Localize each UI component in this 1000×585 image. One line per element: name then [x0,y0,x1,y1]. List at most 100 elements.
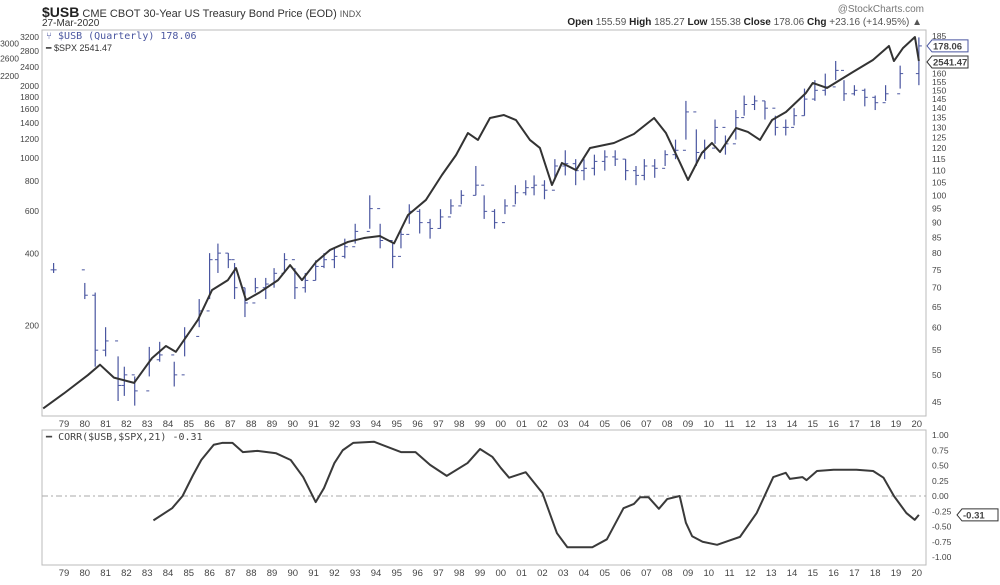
open-label: Open [567,17,593,28]
right-axis-tick: 80 [932,248,942,258]
x-tick-label: 01 [516,419,527,430]
x-tick-label: 05 [600,419,611,430]
corr-last-label-box [956,508,999,522]
x-tick-label: 97 [433,568,444,579]
line-icon: ━ [46,432,53,443]
right-axis-tick: 155 [932,77,946,87]
x-tick-label: 06 [620,568,631,579]
right-axis-tick: 135 [932,113,946,123]
x-tick-label: 87 [225,419,236,430]
copyright: @StockCharts.com [837,4,924,15]
right-axis-tick: 110 [932,166,946,176]
x-tick-label: 07 [641,568,652,579]
x-tick-label: 03 [558,419,569,430]
corr-last-label: -0.31 [963,510,985,521]
corr-axis-tick: -0.75 [932,537,952,547]
x-tick-label: 90 [288,568,299,579]
high-value: 185.27 [654,17,685,28]
x-tick-label: 07 [641,419,652,430]
left-axis-tick: 2800 [20,46,39,56]
x-tick-label: 10 [704,568,715,579]
corr-line [152,440,920,549]
chg-label: Chg [807,17,827,28]
x-tick-label: 16 [828,419,839,430]
spx-line [42,36,920,410]
x-tick-label: 82 [121,568,132,579]
exchange: INDX [339,9,362,19]
x-tick-label: 13 [766,568,777,579]
x-tick-label: 06 [620,419,631,430]
left-axis-tick: 2200 [0,71,19,81]
x-tick-label: 90 [288,419,299,430]
right-axis-tick: 105 [932,178,946,188]
x-tick-label: 11 [725,419,735,430]
legend-usb: ⑂ $USB (Quarterly) 178.06 [46,31,197,42]
x-tick-label: 93 [350,568,361,579]
x-tick-label: 15 [808,419,819,430]
x-tick-label: 18 [870,419,881,430]
right-axis-tick: 130 [932,122,946,132]
left-axis-tick: 2400 [20,62,39,72]
x-tick-label: 98 [454,568,465,579]
chg-value: +23.16 (+14.95%) [829,17,910,28]
x-tick-label: 88 [246,568,257,579]
x-tick-label: 99 [475,419,486,430]
x-tick-label: 84 [163,568,174,579]
x-tick-label: 86 [204,568,215,579]
left-axis-tick: 200 [25,320,39,330]
x-tick-label: 97 [433,419,444,430]
corr-axis-tick: 0.75 [932,445,949,455]
right-axis-tick: 85 [932,232,942,242]
x-tick-label: 79 [59,568,70,579]
x-tick-label: 17 [849,419,860,430]
x-tick-label: 19 [891,419,902,430]
x-tick-label: 12 [745,419,756,430]
ohlc-readout: Open 155.59 High 185.27 Low 155.38 Close… [567,17,922,28]
low-value: 155.38 [710,17,741,28]
right-axis-tick: 120 [932,143,946,153]
x-tick-label: 12 [745,568,756,579]
x-tick-label: 92 [329,419,340,430]
x-tick-label: 92 [329,568,340,579]
x-tick-label: 80 [80,568,91,579]
x-tick-label: 87 [225,568,236,579]
x-tick-label: 11 [725,568,735,579]
x-tick-label: 02 [537,568,548,579]
x-tick-label: 05 [600,568,611,579]
right-axis-tick: 75 [932,265,942,275]
corr-axis-tick: 0.25 [932,476,949,486]
symbol-name: CME CBOT 30-Year US Treasury Bond Price … [82,8,337,20]
legend-spx: ━ $SPX 2541.47 [46,43,112,54]
right-axis-tick: 45 [932,397,942,407]
x-tick-label: 08 [662,419,673,430]
right-axis-tick: 150 [932,85,946,95]
x-tick-label: 99 [475,568,486,579]
left-axis-tick: 1000 [20,153,39,163]
x-tick-label: 85 [184,419,195,430]
high-label: High [629,17,652,28]
right-axis-tick: 145 [932,94,946,104]
x-tick-label: 88 [246,419,257,430]
left-axis-tick: 1200 [20,134,39,144]
x-tick-label: 83 [142,419,153,430]
legend-spx-label: $SPX 2541.47 [53,43,112,53]
left-axis-tick: 3000 [0,39,19,49]
x-tick-label: 98 [454,419,465,430]
x-tick-label: 89 [267,568,278,579]
x-tick-label: 91 [308,568,319,579]
x-tick-label: 80 [80,419,91,430]
x-tick-label: 96 [412,568,423,579]
x-tick-label: 83 [142,568,153,579]
x-tick-label: 19 [891,568,902,579]
x-tick-label: 15 [808,568,819,579]
x-tick-label: 89 [267,419,278,430]
x-tick-label: 79 [59,419,70,430]
x-tick-label: 18 [870,568,881,579]
legend-usb-label: $USB (Quarterly) 178.06 [58,31,197,42]
x-tick-label: 96 [412,419,423,430]
right-axis-tick: 90 [932,218,942,228]
right-axis-tick: 65 [932,302,942,312]
left-axis-tick: 2600 [0,54,19,64]
x-tick-label: 04 [579,419,590,430]
